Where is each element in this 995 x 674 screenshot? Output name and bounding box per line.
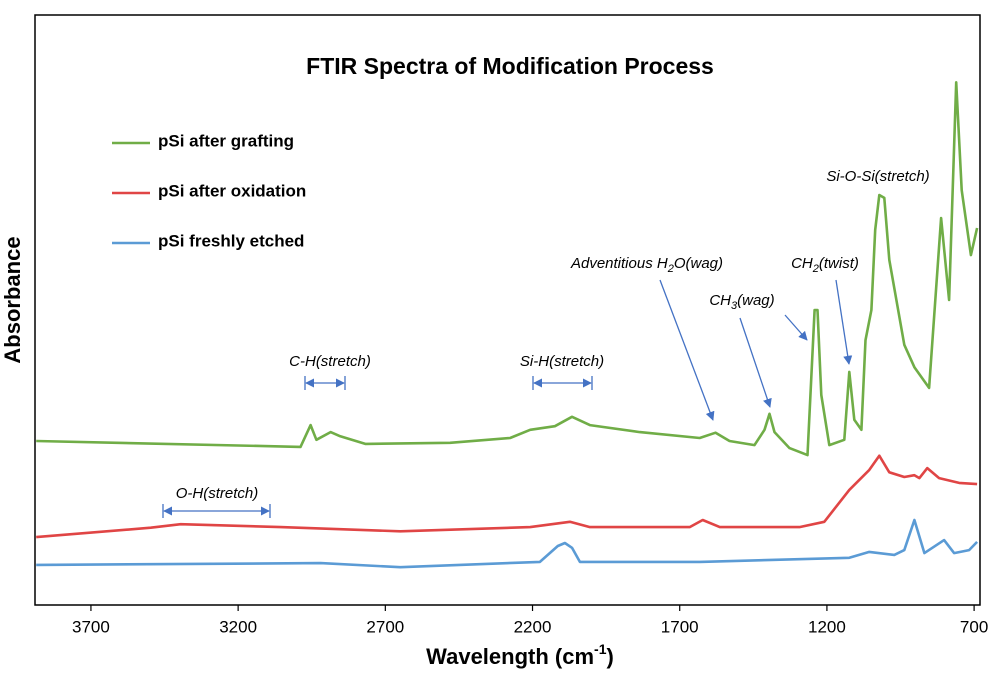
x-tick-label: 1700: [661, 617, 699, 636]
annotation-text: Si-O-Si(stretch): [826, 168, 929, 185]
annotation-text: O(wag): [674, 255, 723, 272]
x-tick-label: 2700: [366, 617, 404, 636]
range-end: [304, 376, 346, 390]
legend-label: pSi freshly etched: [158, 231, 304, 250]
legend-label: pSi after grafting: [158, 131, 294, 150]
annotations: C-H(stretch) Si-H(stretch) O-H(stretch) …: [162, 168, 930, 518]
annotation-text: O-H(stretch): [176, 485, 259, 502]
x-tick-label: 3700: [72, 617, 110, 636]
x-axis-label: Wavelength (cm-1): [426, 641, 614, 669]
range-end: [532, 376, 593, 390]
annotation-text: CH: [791, 255, 813, 272]
range-end: [162, 504, 271, 518]
pointer-arrow: [784, 314, 808, 341]
x-tick-label: 3200: [219, 617, 257, 636]
annotation: CH3(wag): [709, 292, 774, 312]
pointer-arrow: [659, 279, 715, 421]
annotation-text: C-H(stretch): [289, 353, 371, 370]
pointer-arrow: [835, 279, 853, 365]
annotation-text: CH: [709, 292, 731, 309]
annotation: Si-O-Si(stretch): [826, 168, 929, 185]
annotation-sub: 3: [731, 300, 738, 312]
x-label-part: ): [607, 644, 614, 669]
x-tick-label: 2200: [514, 617, 552, 636]
annotation: Si-H(stretch): [520, 353, 604, 370]
annotation: O-H(stretch): [176, 485, 259, 502]
annotation: C-H(stretch): [289, 353, 371, 370]
annotation-sub: 2: [812, 263, 819, 275]
series-line: [36, 518, 979, 569]
x-label-part: Wavelength (cm: [426, 644, 594, 669]
x-tick-label: 1200: [808, 617, 846, 636]
chart-title: FTIR Spectra of Modification Process: [306, 53, 714, 79]
series-line: [36, 81, 979, 457]
annotation-text: (twist): [819, 255, 859, 272]
plot-frame: [34, 14, 981, 606]
annotation-text: Adventitious H: [570, 255, 668, 272]
series-line: [36, 454, 978, 539]
annotation: Adventitious H2O(wag): [570, 255, 723, 275]
annotation-text: (wag): [737, 292, 775, 309]
annotation: CH2(twist): [791, 255, 859, 275]
x-tick-label: 700: [960, 617, 988, 636]
y-axis-label: Absorbance: [0, 236, 25, 363]
legend-label: pSi after oxidation: [158, 181, 306, 200]
annotation-text: Si-H(stretch): [520, 353, 604, 370]
pointer-arrow: [739, 317, 772, 408]
annotation-sub: 2: [667, 263, 674, 275]
x-label-sup: -1: [594, 641, 607, 657]
